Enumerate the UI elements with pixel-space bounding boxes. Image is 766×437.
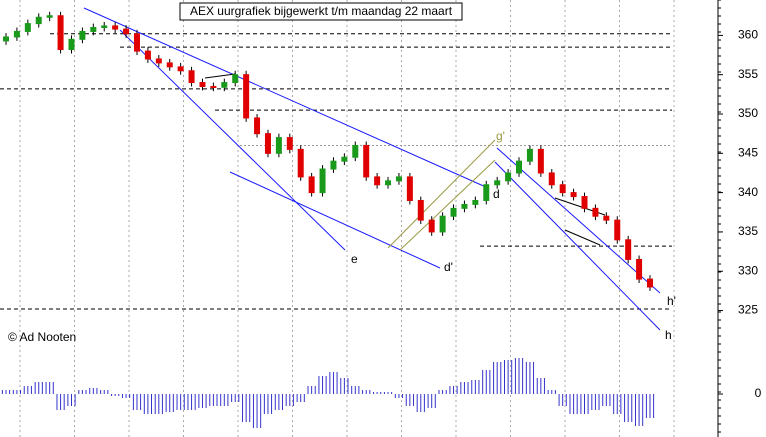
candle-body — [526, 148, 533, 162]
candle-body — [603, 215, 610, 221]
y-tick-label: 335 — [738, 224, 758, 238]
candle-body — [330, 160, 337, 170]
trendline — [229, 171, 441, 269]
candle-body — [79, 30, 86, 40]
candle-body — [13, 30, 20, 38]
candle-body — [297, 148, 304, 178]
chart-title: AEX uurgrafiek bijgewerkt t/m maandag 22… — [190, 4, 453, 18]
candle-body — [319, 168, 326, 194]
candle-body — [472, 199, 479, 205]
candle-body — [461, 203, 468, 209]
trendline — [204, 73, 236, 79]
trendline — [494, 161, 661, 331]
candle-body — [395, 176, 402, 182]
candle-body — [647, 278, 653, 288]
annotation: h — [665, 328, 672, 342]
trendline — [496, 147, 661, 294]
candle-body — [625, 239, 632, 260]
candle-body — [428, 219, 435, 233]
candle-body — [46, 15, 53, 18]
y-tick-label: 350 — [738, 106, 758, 120]
candle-body — [636, 258, 643, 280]
candle-body — [90, 27, 97, 32]
candle-body — [35, 16, 42, 25]
y-tick-label: 325 — [738, 303, 758, 317]
y-tick-label: 340 — [738, 185, 758, 199]
candle-body — [3, 36, 9, 42]
candle-body — [406, 176, 413, 201]
candle-body — [439, 215, 446, 233]
trendline — [564, 229, 601, 246]
candle-body — [254, 117, 261, 135]
candle-body — [581, 196, 588, 209]
candle-body — [221, 82, 228, 88]
candle-body — [614, 219, 621, 241]
trendline — [83, 7, 489, 189]
candle-body — [243, 74, 250, 119]
candle-body — [68, 38, 75, 51]
candle-body — [570, 192, 577, 198]
annotation: g' — [496, 129, 505, 143]
candle-body — [548, 172, 555, 186]
candle-body — [363, 144, 370, 178]
trendline — [119, 29, 346, 251]
candle-body — [374, 176, 381, 186]
candle-body — [483, 184, 490, 201]
candle-body — [24, 23, 31, 32]
candle-body — [505, 172, 512, 182]
y-tick-label: 355 — [738, 67, 758, 81]
candle-body — [144, 50, 151, 60]
candle-body — [101, 25, 108, 29]
trendlines — [83, 7, 661, 331]
candle-body — [450, 207, 457, 217]
candle-body — [286, 137, 293, 150]
annotation: d' — [444, 260, 453, 274]
candle-body — [417, 199, 424, 221]
candle-body — [385, 180, 392, 186]
trendline — [387, 139, 496, 249]
candle-body — [210, 85, 217, 88]
y-tick-label: 345 — [738, 145, 758, 159]
title-box — [179, 2, 463, 21]
candle-body — [155, 58, 162, 64]
candle-body — [559, 184, 566, 194]
annotation: d — [493, 187, 500, 201]
candle-body — [352, 144, 359, 158]
candle-body — [308, 176, 315, 194]
trendline — [399, 159, 496, 251]
candle-body — [516, 160, 523, 174]
y-tick-label: 360 — [738, 28, 758, 42]
candle-body — [232, 74, 239, 84]
annotation: h' — [667, 294, 676, 308]
annotation: e — [351, 252, 358, 266]
candle-body — [166, 62, 173, 68]
candle-body — [123, 28, 130, 35]
candle-body — [57, 15, 64, 51]
candle-body — [537, 148, 544, 174]
candle-body — [177, 66, 184, 72]
candle-body — [264, 133, 271, 154]
credit: © Ad Nooten — [8, 330, 76, 344]
candle-body — [341, 156, 348, 162]
candle-body — [188, 70, 195, 84]
y-tick-label: 0 — [755, 386, 762, 400]
y-tick-label: 330 — [738, 263, 758, 277]
candle-body — [133, 33, 140, 52]
candle-body — [494, 180, 501, 186]
candle-body — [112, 25, 119, 30]
candle-body — [592, 207, 599, 217]
candle-body — [275, 137, 282, 154]
candle-body — [199, 82, 206, 87]
